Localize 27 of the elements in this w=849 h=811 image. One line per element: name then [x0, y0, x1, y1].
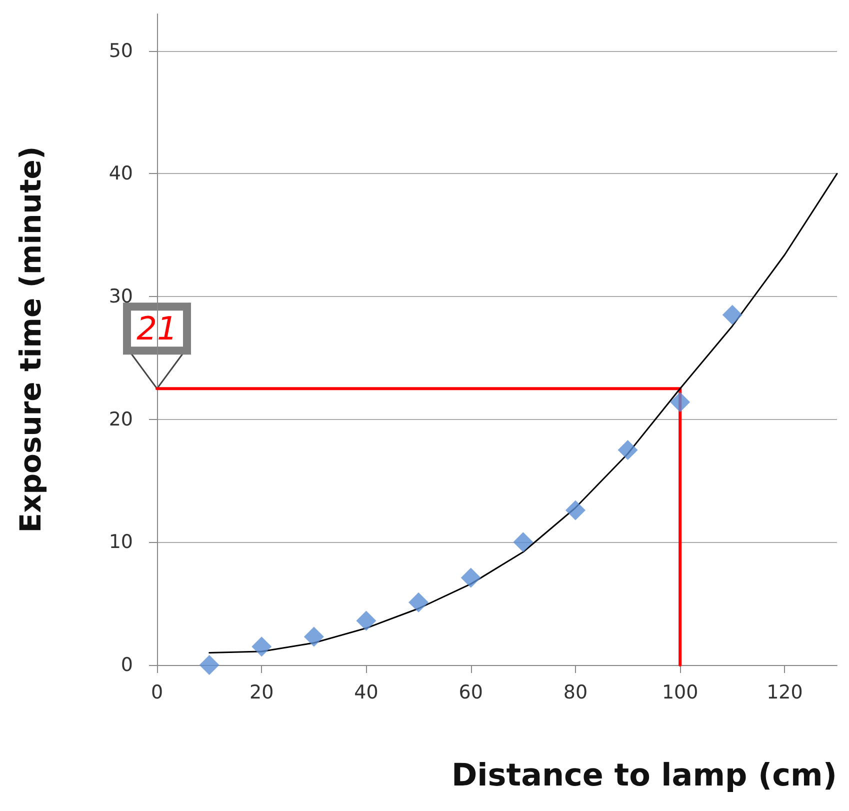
y-axis-title: Exposure time (minute)	[14, 146, 48, 533]
y-tick-label: 30	[108, 286, 133, 308]
point	[252, 636, 272, 657]
y-tick-label: 20	[108, 408, 133, 430]
point	[670, 392, 690, 412]
x-tick-label: 60	[458, 682, 483, 704]
y-tick-label: 40	[108, 162, 133, 185]
point	[565, 500, 586, 520]
point	[356, 610, 376, 631]
x-tick-label: 40	[354, 682, 378, 704]
y-tick-label: 10	[108, 531, 133, 554]
y-tick-label: 50	[108, 40, 133, 62]
y-tick-label: 0	[120, 654, 133, 676]
point	[460, 568, 481, 588]
x-tick-label: 0	[150, 682, 164, 704]
point	[722, 304, 742, 325]
x-tick-label: 20	[250, 682, 274, 704]
point	[408, 592, 429, 612]
x-axis-title: Distance to lamp (cm)	[451, 758, 837, 794]
point	[199, 655, 220, 675]
point	[513, 532, 534, 552]
x-tick-label: 80	[563, 682, 588, 704]
point	[618, 440, 638, 460]
point	[304, 626, 324, 647]
x-tick-label: 120	[766, 682, 803, 704]
annotation: 21	[136, 310, 178, 348]
x-tick-label: 100	[662, 682, 698, 704]
